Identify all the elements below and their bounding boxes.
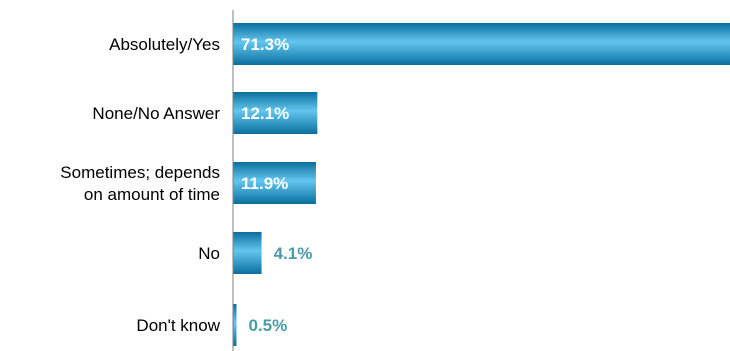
category-label-line: None/No Answer: [92, 104, 220, 123]
bar-absolutely-yes: [233, 23, 730, 65]
bar-none-no-answer: [233, 92, 318, 134]
category-label-line: on amount of time: [84, 185, 220, 204]
value-label-none-no-answer: 12.1%: [241, 104, 289, 123]
category-label-line: Sometimes; depends: [60, 163, 220, 182]
category-label-don-t-know: Don't know: [136, 316, 220, 335]
value-label-don-t-know: 0.5%: [248, 316, 287, 335]
category-label-sometimes-depends-on-amount-of-time: Sometimes; depends on amount of time: [60, 163, 220, 204]
category-label-line: Don't know: [136, 316, 220, 335]
category-label-line: Absolutely/Yes: [109, 35, 220, 54]
category-label-none-no-answer: None/No Answer: [92, 104, 220, 123]
value-label-no: 4.1%: [274, 244, 313, 263]
bars-layer: [233, 23, 730, 346]
category-label-line: No: [198, 244, 220, 263]
labels-layer: Absolutely/Yes 71.3% None/No Answer 12.1% So…: [60, 35, 312, 335]
value-label-absolutely-yes: 71.3%: [241, 35, 289, 54]
category-label-absolutely-yes: Absolutely/Yes: [109, 35, 220, 54]
bar-no: [233, 232, 262, 274]
value-label-sometimes-depends-on-amount-of-time: 11.9%: [241, 174, 288, 193]
category-label-no: No: [198, 244, 220, 263]
bar-sometimes-depends-on-amount-of-time: [233, 162, 316, 204]
bar-don-t-know: [233, 304, 237, 346]
